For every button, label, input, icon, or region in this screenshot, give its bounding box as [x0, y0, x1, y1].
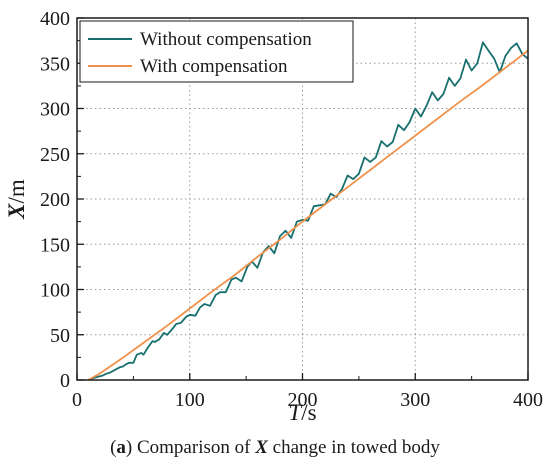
series-line-without-compensation — [87, 41, 528, 380]
y-tick-label-250: 250 — [40, 144, 70, 166]
x-tick-label-0: 0 — [72, 389, 82, 411]
y-tick-label-300: 300 — [40, 99, 70, 121]
caption-text-after: change in towed body — [267, 437, 440, 458]
y-axis-unit: /m — [4, 179, 29, 203]
x-axis-var: T — [288, 400, 303, 425]
y-tick-label-150: 150 — [40, 234, 70, 256]
legend-box — [79, 20, 354, 83]
x-axis-label: T/s — [288, 400, 316, 425]
y-tick-label-0: 0 — [60, 370, 70, 392]
y-tick-label-100: 100 — [40, 280, 70, 302]
x-axis-unit: /s — [301, 400, 316, 425]
y-tick-label-400: 400 — [40, 8, 70, 30]
x-tick-label-400: 400 — [513, 389, 543, 411]
ticks — [76, 17, 529, 381]
y-tick-label-200: 200 — [40, 189, 70, 211]
x-tick-label-300: 300 — [400, 389, 430, 411]
legend-entry-without-compensation: Without compensation — [140, 29, 312, 50]
legend-entry-with-compensation: With compensation — [140, 56, 288, 77]
caption-text-before: Comparison of — [132, 437, 256, 458]
tick-labels: 0 100 200 300 400 0 50 100 150 200 250 300 350 400 — [40, 8, 543, 411]
series-line-with-compensation — [87, 49, 528, 380]
figure-caption: (a) Comparison of X change in towed body — [0, 437, 550, 459]
series-layer — [87, 41, 528, 380]
y-axis-label: X/m — [4, 179, 29, 220]
y-tick-label-50: 50 — [50, 325, 70, 347]
legend: Without compensation With compensation — [79, 20, 354, 83]
y-tick-label-350: 350 — [40, 53, 70, 75]
y-axis-var: X — [4, 203, 29, 220]
x-tick-label-100: 100 — [175, 389, 205, 411]
caption-label: (a) — [110, 437, 133, 458]
caption-var: X — [255, 437, 268, 458]
x-tick-label-200: 200 — [288, 389, 318, 411]
